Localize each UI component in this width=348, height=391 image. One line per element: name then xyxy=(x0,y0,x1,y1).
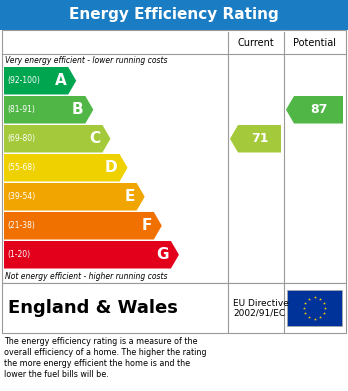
Text: Potential: Potential xyxy=(293,38,337,48)
Bar xyxy=(0,0,348,30)
Text: A: A xyxy=(54,73,66,88)
Text: the more energy efficient the home is and the: the more energy efficient the home is an… xyxy=(4,359,190,368)
Polygon shape xyxy=(286,96,343,124)
Text: (21-38): (21-38) xyxy=(7,221,35,230)
Text: D: D xyxy=(105,160,118,175)
Text: 87: 87 xyxy=(310,103,327,116)
Text: overall efficiency of a home. The higher the rating: overall efficiency of a home. The higher… xyxy=(4,348,206,357)
Polygon shape xyxy=(4,125,110,152)
Bar xyxy=(287,290,342,326)
Polygon shape xyxy=(4,67,76,95)
Bar xyxy=(2,30,346,283)
Polygon shape xyxy=(4,212,162,240)
Text: (39-54): (39-54) xyxy=(7,192,35,201)
Text: lower the fuel bills will be.: lower the fuel bills will be. xyxy=(4,370,109,379)
Text: Current: Current xyxy=(238,38,274,48)
Polygon shape xyxy=(4,183,145,210)
Text: B: B xyxy=(72,102,83,117)
Text: F: F xyxy=(141,218,152,233)
Text: Energy Efficiency Rating: Energy Efficiency Rating xyxy=(69,7,279,23)
Polygon shape xyxy=(4,154,128,181)
Polygon shape xyxy=(4,241,179,269)
Bar xyxy=(2,283,346,333)
Text: 2002/91/EC: 2002/91/EC xyxy=(233,308,285,317)
Text: (55-68): (55-68) xyxy=(7,163,35,172)
Text: E: E xyxy=(124,189,135,204)
Text: (81-91): (81-91) xyxy=(7,105,35,114)
Text: (1-20): (1-20) xyxy=(7,250,30,259)
Text: (69-80): (69-80) xyxy=(7,134,35,143)
Text: Very energy efficient - lower running costs: Very energy efficient - lower running co… xyxy=(5,56,167,65)
Polygon shape xyxy=(4,96,93,124)
Text: 71: 71 xyxy=(251,132,268,145)
Text: C: C xyxy=(89,131,101,146)
Polygon shape xyxy=(230,125,281,152)
Text: Not energy efficient - higher running costs: Not energy efficient - higher running co… xyxy=(5,272,167,281)
Text: EU Directive: EU Directive xyxy=(233,298,289,307)
Text: G: G xyxy=(156,247,169,262)
Text: England & Wales: England & Wales xyxy=(8,299,178,317)
Text: (92-100): (92-100) xyxy=(7,76,40,85)
Text: The energy efficiency rating is a measure of the: The energy efficiency rating is a measur… xyxy=(4,337,198,346)
